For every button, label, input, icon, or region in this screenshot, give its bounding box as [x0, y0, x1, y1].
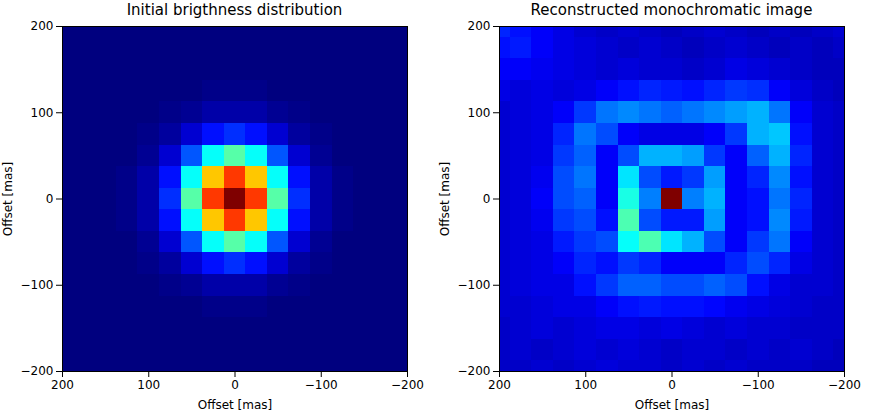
svg-text:Offset [mas]: Offset [mas]	[438, 162, 452, 237]
svg-text:−100: −100	[742, 378, 775, 392]
svg-text:Offset [mas]: Offset [mas]	[198, 398, 273, 412]
svg-text:100: 100	[31, 106, 54, 120]
svg-text:Offset [mas]: Offset [mas]	[635, 398, 710, 412]
svg-text:200: 200	[31, 20, 54, 33]
svg-text:200: 200	[51, 378, 74, 392]
svg-text:−200: −200	[458, 364, 491, 378]
svg-text:0: 0	[668, 378, 676, 392]
svg-text:200: 200	[468, 20, 491, 33]
svg-text:−100: −100	[21, 278, 54, 292]
svg-text:0: 0	[46, 192, 54, 206]
svg-text:0: 0	[483, 192, 491, 206]
svg-text:100: 100	[468, 106, 491, 120]
svg-text:−100: −100	[458, 278, 491, 292]
svg-text:−200: −200	[828, 378, 861, 392]
svg-text:100: 100	[137, 378, 160, 392]
svg-text:0: 0	[231, 378, 239, 392]
svg-text:−100: −100	[305, 378, 338, 392]
svg-text:−200: −200	[21, 364, 54, 378]
svg-text:200: 200	[488, 378, 511, 392]
svg-text:Offset [mas]: Offset [mas]	[1, 162, 15, 237]
svg-text:100: 100	[574, 378, 597, 392]
html-text:Reconstructed monochromatic im: Reconstructed monochromatic image	[530, 1, 813, 19]
svg-text:−200: −200	[391, 378, 424, 392]
html-text:Initial brigthness distributio: Initial brigthness distribution	[126, 1, 343, 19]
